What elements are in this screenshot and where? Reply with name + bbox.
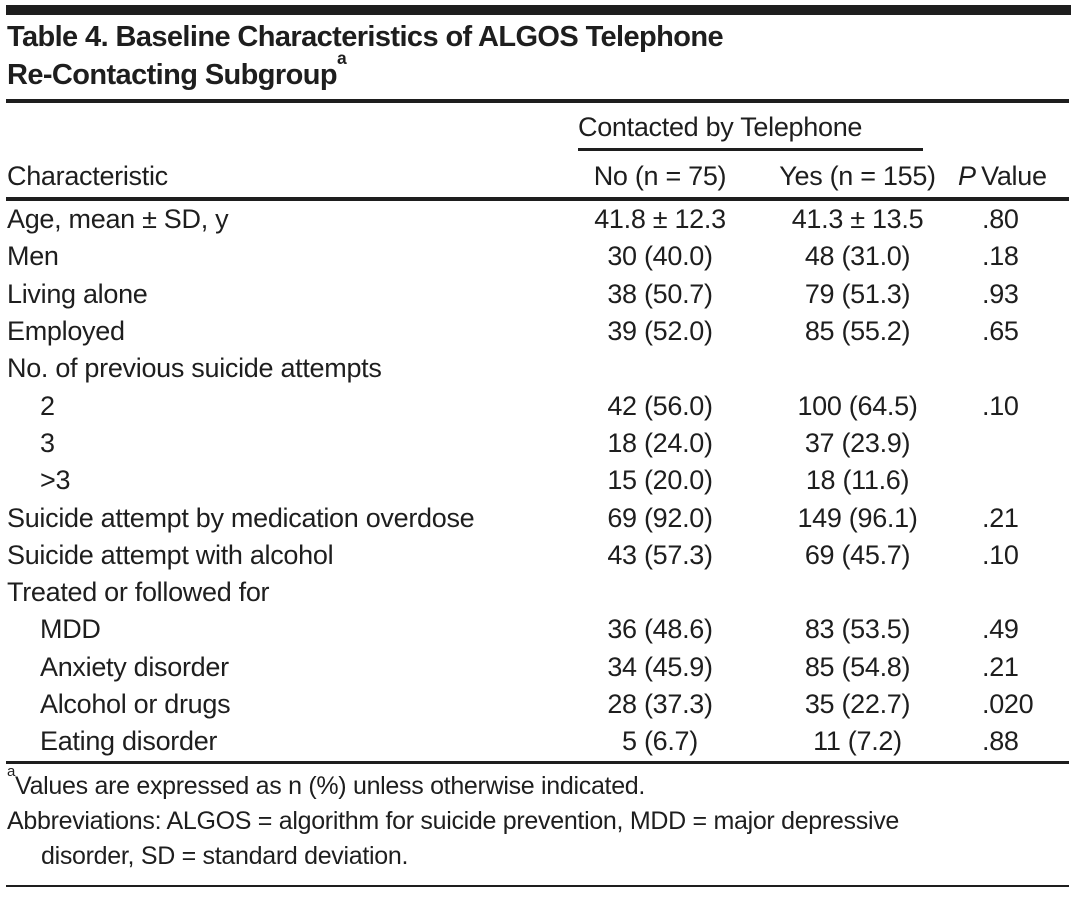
- table-row-attempts-gt3: >3 15 (20.0) 18 (11.6): [0, 462, 1071, 499]
- row-label: Age, mean ± SD, y: [7, 204, 229, 235]
- table-row-mdd: MDD 36 (48.6) 83 (53.5) .49: [0, 611, 1071, 648]
- table-row-employed: Employed 39 (52.0) 85 (55.2) .65: [0, 313, 1071, 350]
- divider-under-title: [6, 99, 1069, 103]
- footnote-abbreviations-line2: disorder, SD = standard deviation.: [41, 842, 409, 870]
- cell-p: .21: [982, 651, 1019, 682]
- table-title-line1: Table 4. Baseline Characteristics of ALG…: [7, 21, 724, 53]
- cell-yes: 83 (53.5): [804, 614, 911, 645]
- table-footnotes: aValues are expressed as n (%) unless ot…: [7, 764, 1063, 874]
- cell-yes: 100 (64.5): [797, 390, 918, 421]
- cell-no: 30 (40.0): [607, 241, 713, 272]
- cell-yes: 11 (7.2): [813, 726, 902, 757]
- cell-p: .18: [982, 241, 1019, 272]
- footnote-a-marker: a: [7, 763, 16, 781]
- cell-no: 43 (57.3): [607, 539, 713, 570]
- title-footnote-marker: a: [336, 47, 347, 68]
- footnote-a-text: Values are expressed as n (%) unless oth…: [15, 772, 646, 800]
- table-row-age: Age, mean ± SD, y 41.8 ± 12.3 41.3 ± 13.…: [0, 201, 1071, 238]
- cell-no: 36 (48.6): [607, 614, 713, 645]
- p-value-italic-p: P: [958, 161, 976, 191]
- cell-p: .49: [982, 614, 1019, 645]
- column-header-no: No (n = 75): [593, 161, 727, 191]
- cell-yes: 85 (54.8): [804, 651, 911, 682]
- cell-p: .80: [982, 204, 1019, 235]
- table-body: Age, mean ± SD, y 41.8 ± 12.3 41.3 ± 13.…: [0, 201, 1071, 760]
- top-rule: [6, 5, 1071, 15]
- cell-p: .88: [982, 726, 1019, 757]
- table-row-attempt-with-alcohol: Suicide attempt with alcohol 43 (57.3) 6…: [0, 537, 1071, 574]
- row-label: Living alone: [7, 278, 148, 309]
- cell-yes: 79 (51.3): [804, 278, 911, 309]
- divider-under-header: [6, 197, 1069, 201]
- cell-p: .10: [982, 539, 1019, 570]
- cell-no: 34 (45.9): [607, 651, 713, 682]
- cell-yes: 37 (23.9): [804, 427, 911, 458]
- row-label: >3: [40, 465, 71, 496]
- row-label: 3: [40, 427, 55, 458]
- cell-p: .65: [982, 316, 1019, 347]
- row-label: Eating disorder: [40, 726, 218, 757]
- table-title-line2-text: Re-Contacting Subgroup: [7, 59, 338, 91]
- cell-no: 18 (24.0): [607, 427, 713, 458]
- row-label: Employed: [7, 316, 125, 347]
- column-header-p-value: P Value: [958, 160, 1047, 192]
- cell-no: 39 (52.0): [607, 316, 713, 347]
- row-label: MDD: [40, 614, 101, 645]
- row-label: Men: [7, 241, 59, 272]
- table-row-group-treated-or-followed: Treated or followed for: [0, 574, 1071, 611]
- column-group-header-contacted-by-telephone: Contacted by Telephone: [578, 110, 923, 151]
- cell-p: .21: [982, 502, 1019, 533]
- bottom-rule: [6, 885, 1069, 887]
- table-row-men: Men 30 (40.0) 48 (31.0) .18: [0, 238, 1071, 275]
- cell-yes: 35 (22.7): [804, 689, 911, 719]
- cell-p: .020: [982, 689, 1034, 719]
- row-label: Alcohol or drugs: [40, 689, 231, 719]
- cell-yes: 48 (31.0): [804, 241, 911, 272]
- table-title: Table 4. Baseline Characteristics of ALG…: [7, 18, 1061, 94]
- row-label: Suicide attempt by medication overdose: [7, 502, 475, 533]
- row-label: 2: [40, 390, 55, 421]
- column-header-characteristic: Characteristic: [7, 161, 168, 191]
- cell-yes: 149 (96.1): [797, 502, 918, 533]
- cell-no: 38 (50.7): [607, 278, 713, 309]
- cell-no: 41.8 ± 12.3: [594, 204, 726, 235]
- table-row-group-previous-attempts: No. of previous suicide attempts: [0, 350, 1071, 387]
- table-row-attempts-2: 2 42 (56.0) 100 (64.5) .10: [0, 387, 1071, 424]
- cell-no: 42 (56.0): [607, 390, 713, 421]
- cell-p: .10: [982, 390, 1019, 421]
- cell-yes: 69 (45.7): [804, 539, 911, 570]
- p-value-rest: Value: [981, 161, 1047, 191]
- cell-p: .93: [982, 278, 1019, 309]
- cell-yes: 41.3 ± 13.5: [791, 204, 924, 235]
- cell-yes: 85 (55.2): [804, 316, 911, 347]
- row-label: No. of previous suicide attempts: [7, 353, 382, 384]
- table-title-line2: Re-Contacting Subgroupa: [7, 49, 1061, 94]
- table-row-attempts-3: 3 18 (24.0) 37 (23.9): [0, 425, 1071, 462]
- cell-no: 69 (92.0): [607, 502, 713, 533]
- row-label: Anxiety disorder: [40, 651, 229, 682]
- divider-above-footnotes: [6, 761, 1069, 764]
- cell-no: 28 (37.3): [607, 689, 713, 719]
- cell-no: 15 (20.0): [607, 465, 713, 496]
- column-header-yes: Yes (n = 155): [779, 161, 936, 191]
- row-label: Suicide attempt with alcohol: [7, 539, 334, 570]
- table-row-anxiety-disorder: Anxiety disorder 34 (45.9) 85 (54.8) .21: [0, 649, 1071, 686]
- footnote-abbreviations-line1: Abbreviations: ALGOS = algorithm for sui…: [7, 807, 899, 835]
- table-row-medication-overdose: Suicide attempt by medication overdose 6…: [0, 499, 1071, 536]
- cell-yes: 18 (11.6): [805, 465, 910, 496]
- row-label: Treated or followed for: [7, 577, 270, 608]
- footnote-a: aValues are expressed as n (%) unless ot…: [7, 764, 1063, 804]
- table-row-living-alone: Living alone 38 (50.7) 79 (51.3) .93: [0, 276, 1071, 313]
- cell-no: 5 (6.7): [622, 726, 698, 757]
- table-row-eating-disorder: Eating disorder 5 (6.7) 11 (7.2) .88: [0, 723, 1071, 760]
- table-row-alcohol-or-drugs: Alcohol or drugs 28 (37.3) 35 (22.7) .02…: [0, 686, 1071, 723]
